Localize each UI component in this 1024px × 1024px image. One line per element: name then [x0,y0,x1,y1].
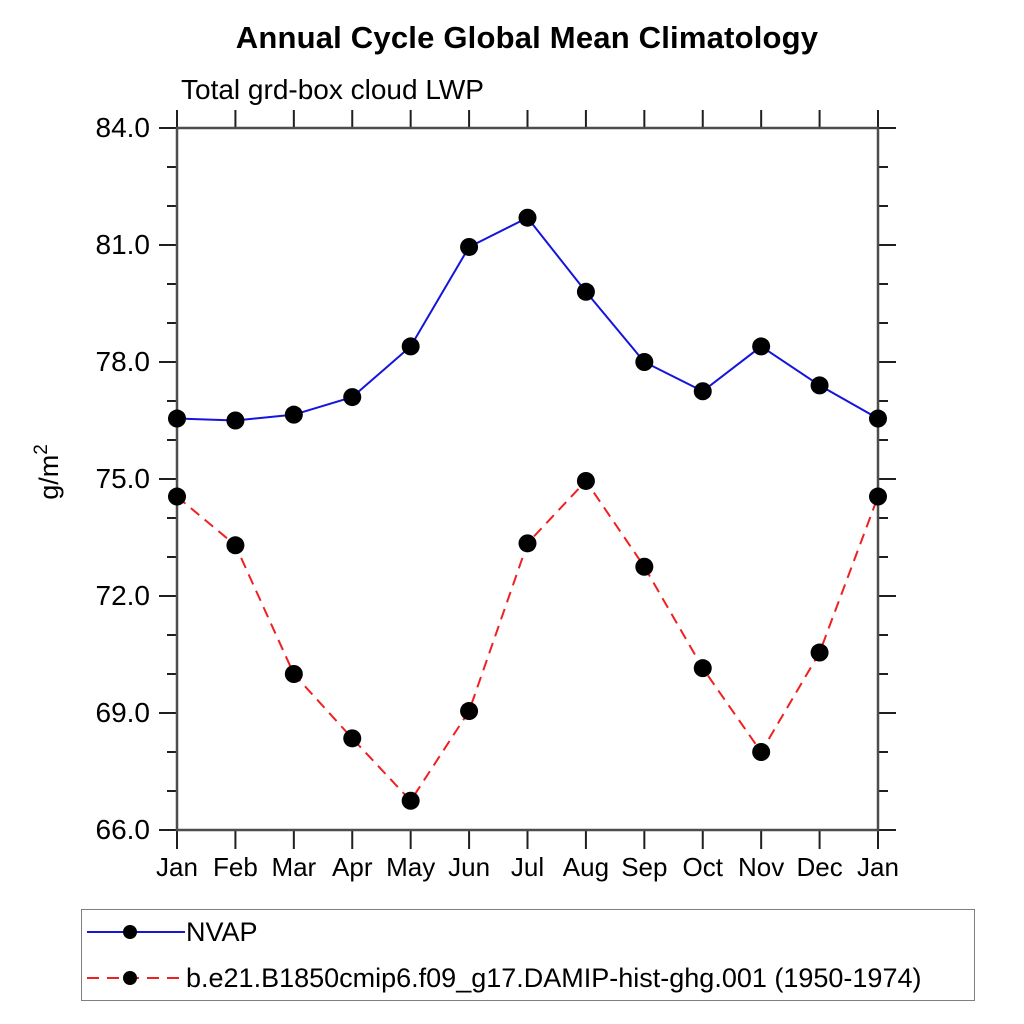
legend-label-model: b.e21.B1850cmip6.f09_g17.DAMIP-hist-ghg.… [186,962,922,993]
x-tick-label: May [386,852,435,882]
legend-entry-nvap: NVAP [82,910,974,954]
x-tick-label: Nov [738,852,784,882]
x-tick-label: Sep [621,852,667,882]
x-tick-label: Jun [448,852,490,882]
data-point-nvap-dec [810,376,829,395]
legend-marker-dot [123,925,137,939]
data-point-nvap-aug [576,282,595,301]
chart-subtitle: Total grd-box cloud LWP [181,74,484,105]
y-tick-label: 78.0 [96,346,151,377]
plot-frame [175,126,880,832]
data-point-nvap-sep [635,353,654,371]
data-point-nvap-feb [226,411,245,430]
y-tick-label: 72.0 [96,580,151,611]
data-point-nvap-apr [343,388,362,407]
y-tick-label: 81.0 [96,229,151,260]
data-point-model-jan [869,487,887,506]
data-point-model-aug [576,471,595,490]
data-point-model-nov [752,743,771,761]
y-tick-label: 84.0 [96,112,151,143]
x-tick-label: Jan [857,852,899,882]
data-point-nvap-may [401,337,420,356]
y-tick-label: 69.0 [96,697,151,728]
legend-line-sample-solid [87,925,185,939]
data-point-model-mar [284,665,303,683]
legend-label-nvap: NVAP [186,916,258,947]
y-tick-label: 75.0 [96,463,151,494]
x-tick-label: Aug [563,852,609,882]
data-point-model-sep [635,557,654,576]
x-tick-label: Mar [271,852,316,882]
x-tick-label: Apr [332,852,373,882]
data-point-model-jan [168,487,186,506]
y-axis-title: g/m2 [31,444,64,500]
data-point-model-oct [693,659,712,678]
x-tick-label: Oct [683,852,724,882]
data-point-nvap-oct [693,382,712,401]
x-tick-label: Dec [796,852,842,882]
data-point-model-jun [460,702,479,721]
data-point-model-jul [518,534,537,553]
y-tick-label: 66.0 [96,814,151,845]
x-tick-label: Feb [213,852,258,882]
data-point-nvap-jan [869,409,887,428]
data-point-model-apr [343,729,362,748]
data-point-nvap-mar [284,405,303,424]
x-tick-label: Jan [156,852,198,882]
data-point-nvap-jun [460,237,479,256]
chart-title: Annual Cycle Global Mean Climatology [235,20,819,55]
data-point-model-dec [810,643,829,662]
data-point-nvap-jan [168,409,186,428]
x-tick-label: Jul [511,852,544,882]
legend-line-sample-dashed [87,971,185,985]
legend-marker-dot [123,971,137,985]
data-point-nvap-jul [518,208,537,227]
data-point-model-may [401,791,420,810]
legend-entry-model: b.e21.B1850cmip6.f09_g17.DAMIP-hist-ghg.… [82,956,974,1000]
series-line-nvap [176,216,879,422]
legend: NVAP b.e21.B1850cmip6.f09_g17.DAMIP-hist… [81,909,975,1001]
series-line-model [176,479,879,803]
data-point-nvap-nov [752,337,771,356]
data-point-model-feb [226,536,245,555]
